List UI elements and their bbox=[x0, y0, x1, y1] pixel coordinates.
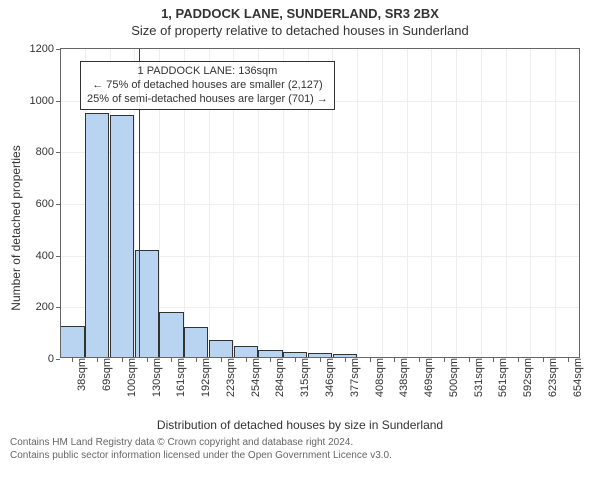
histogram-bar bbox=[184, 327, 208, 358]
plot-area: 020040060080010001200 1 PADDOCK LANE: 13… bbox=[60, 48, 580, 358]
xtick-mark bbox=[97, 358, 98, 362]
annotation-box: 1 PADDOCK LANE: 136sqm ← 75% of detached… bbox=[80, 61, 335, 110]
ytick-label: 800 bbox=[36, 146, 60, 158]
annotation-line2: ← 75% of detached houses are smaller (2,… bbox=[87, 79, 328, 93]
footer-line1: Contains HM Land Registry data © Crown c… bbox=[10, 436, 590, 449]
xtick-label: 408sqm bbox=[374, 358, 386, 408]
x-axis-title: Distribution of detached houses by size … bbox=[0, 418, 600, 432]
page-title-address: 1, PADDOCK LANE, SUNDERLAND, SR3 2BX bbox=[0, 6, 600, 21]
xtick-mark bbox=[270, 358, 271, 362]
xtick-mark bbox=[518, 358, 519, 362]
ytick-label: 1200 bbox=[30, 43, 60, 55]
y-axis-label: Number of detached properties bbox=[9, 145, 23, 310]
xtick-mark bbox=[568, 358, 569, 362]
footer-line2: Contains public sector information licen… bbox=[10, 449, 590, 462]
page-title-subtitle: Size of property relative to detached ho… bbox=[0, 23, 600, 38]
xtick-mark bbox=[320, 358, 321, 362]
xtick-label: 592sqm bbox=[522, 358, 534, 408]
xtick-mark bbox=[72, 358, 73, 362]
ytick-label: 0 bbox=[48, 353, 60, 365]
xtick-label: 315sqm bbox=[299, 358, 311, 408]
histogram-bar bbox=[209, 340, 233, 358]
xtick-label: 377sqm bbox=[349, 358, 361, 408]
xtick-mark bbox=[444, 358, 445, 362]
xtick-label: 438sqm bbox=[398, 358, 410, 408]
xtick-label: 161sqm bbox=[175, 358, 187, 408]
xtick-label: 500sqm bbox=[448, 358, 460, 408]
xtick-label: 100sqm bbox=[126, 358, 138, 408]
xtick-mark bbox=[246, 358, 247, 362]
ytick-label: 600 bbox=[36, 198, 60, 210]
xtick-mark bbox=[345, 358, 346, 362]
xtick-mark bbox=[171, 358, 172, 362]
footer: Contains HM Land Registry data © Crown c… bbox=[0, 432, 600, 462]
xtick-mark bbox=[122, 358, 123, 362]
y-axis-line bbox=[60, 49, 61, 358]
xtick-label: 284sqm bbox=[274, 358, 286, 408]
xtick-label: 346sqm bbox=[324, 358, 336, 408]
ytick-label: 1000 bbox=[30, 95, 60, 107]
xtick-label: 654sqm bbox=[572, 358, 584, 408]
xtick-mark bbox=[543, 358, 544, 362]
xtick-label: 469sqm bbox=[423, 358, 435, 408]
histogram-bar bbox=[159, 312, 183, 359]
annotation-line1: 1 PADDOCK LANE: 136sqm bbox=[87, 65, 328, 79]
xtick-label: 531sqm bbox=[473, 358, 485, 408]
xtick-label: 223sqm bbox=[225, 358, 237, 408]
histogram-bar bbox=[110, 115, 134, 358]
xtick-mark bbox=[469, 358, 470, 362]
xtick-label: 69sqm bbox=[101, 358, 113, 408]
chart-container: Number of detached properties 0200400600… bbox=[0, 38, 600, 418]
histogram-bar bbox=[85, 113, 109, 358]
xtick-mark bbox=[370, 358, 371, 362]
xtick-label: 254sqm bbox=[250, 358, 262, 408]
xtick-label: 38sqm bbox=[76, 358, 88, 408]
xtick-mark bbox=[221, 358, 222, 362]
xtick-mark bbox=[147, 358, 148, 362]
ytick-label: 200 bbox=[36, 301, 60, 313]
histogram-bar bbox=[60, 326, 84, 358]
ytick-label: 400 bbox=[36, 250, 60, 262]
xtick-label: 623sqm bbox=[547, 358, 559, 408]
xtick-mark bbox=[419, 358, 420, 362]
xtick-mark bbox=[493, 358, 494, 362]
xtick-label: 561sqm bbox=[497, 358, 509, 408]
xtick-mark bbox=[295, 358, 296, 362]
xtick-label: 192sqm bbox=[200, 358, 212, 408]
xtick-mark bbox=[394, 358, 395, 362]
xtick-mark bbox=[196, 358, 197, 362]
annotation-line3: 25% of semi-detached houses are larger (… bbox=[87, 93, 328, 107]
xtick-label: 130sqm bbox=[151, 358, 163, 408]
